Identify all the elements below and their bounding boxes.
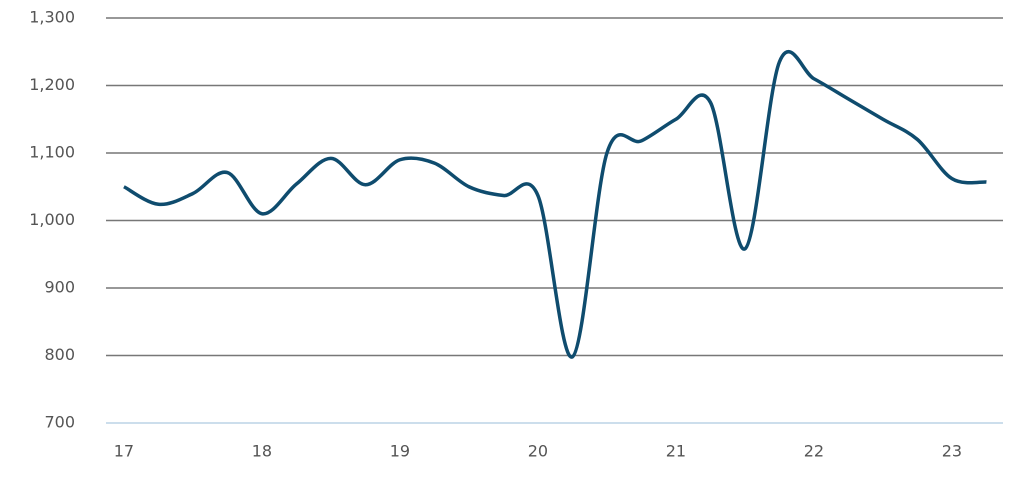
y-tick-label: 800 (44, 345, 75, 364)
x-tick-label: 17 (114, 442, 134, 461)
y-tick-label: 900 (44, 278, 75, 297)
line (123, 50, 987, 359)
y-tick-label: 700 (44, 413, 75, 432)
x-tick-label: 22 (804, 442, 824, 461)
x-tick-label: 18 (252, 442, 272, 461)
x-tick-label: 20 (528, 442, 548, 461)
x-tick-label: 23 (942, 442, 962, 461)
y-tick-label: 1,200 (29, 75, 75, 94)
y-tick-label: 1,300 (29, 8, 75, 27)
y-tick-label: 1,100 (29, 143, 75, 162)
y-tick-label: 1,000 (29, 210, 75, 229)
x-tick-label: 21 (666, 442, 686, 461)
x-tick-label: 19 (390, 442, 410, 461)
